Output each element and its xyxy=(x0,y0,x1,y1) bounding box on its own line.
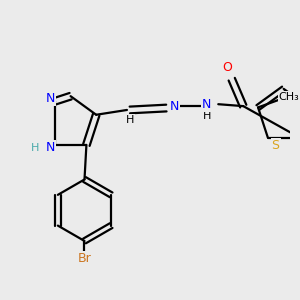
Text: N: N xyxy=(45,92,55,105)
Text: S: S xyxy=(272,139,280,152)
Text: H: H xyxy=(202,111,211,121)
Text: N: N xyxy=(202,98,211,111)
Text: N: N xyxy=(45,141,55,154)
Text: CH₃: CH₃ xyxy=(278,92,299,102)
Text: N: N xyxy=(169,100,179,112)
Text: H: H xyxy=(32,143,40,153)
Text: O: O xyxy=(222,61,232,74)
Text: Br: Br xyxy=(78,252,92,265)
Text: H: H xyxy=(126,115,134,124)
